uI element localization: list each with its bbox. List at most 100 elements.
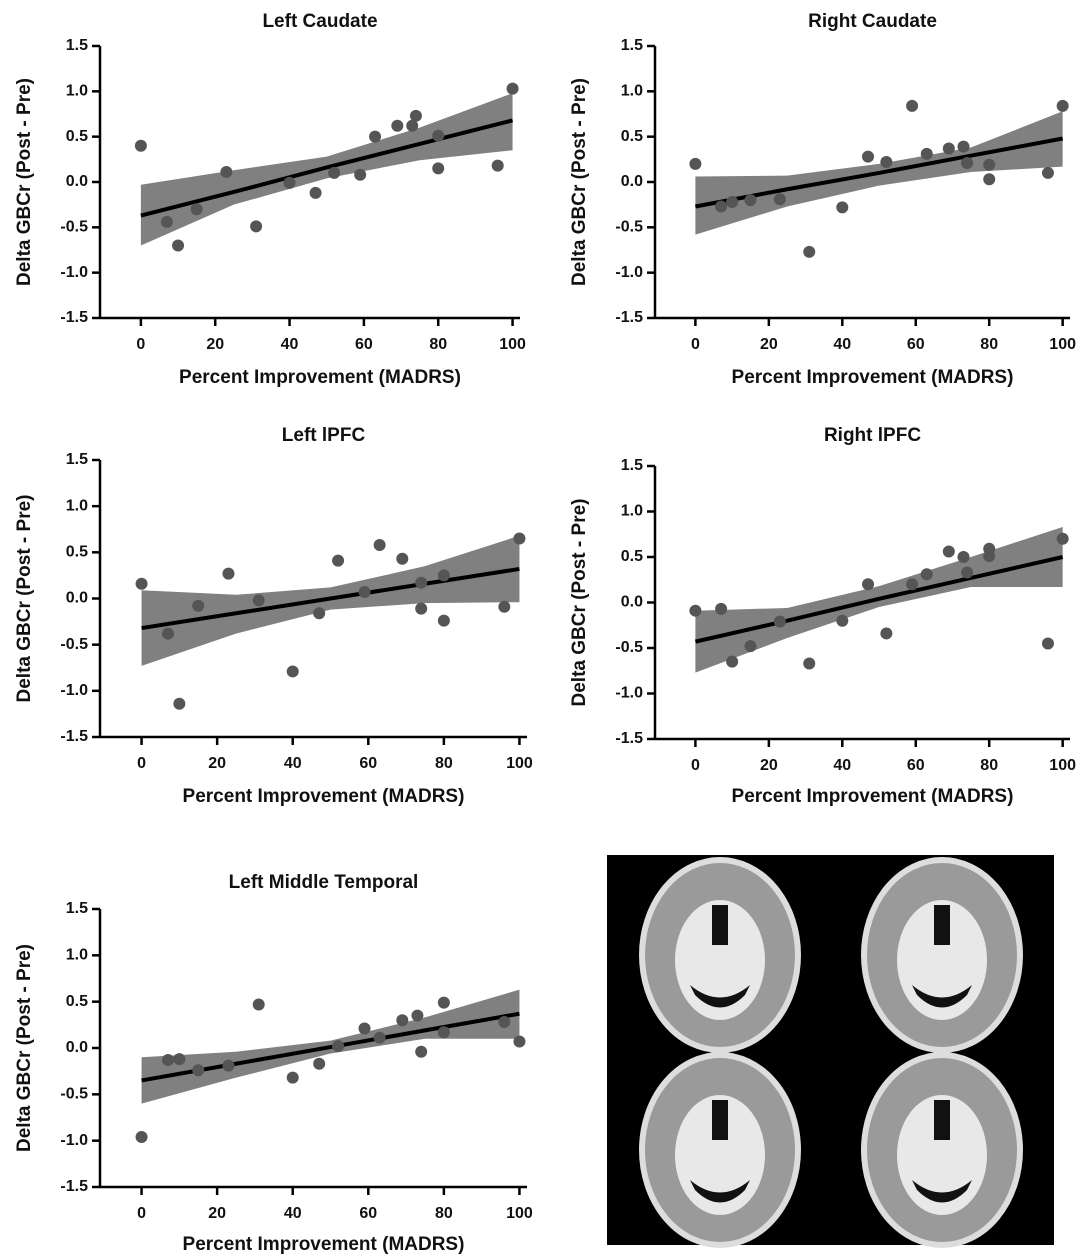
y-tick-label: 1.5 — [66, 900, 88, 917]
x-tick-label: 80 — [980, 757, 998, 774]
chart-title: Left Caudate — [262, 11, 377, 32]
chart-title: Right Caudate — [808, 11, 937, 32]
data-point — [836, 615, 848, 627]
data-point — [253, 998, 265, 1010]
data-point — [161, 216, 173, 228]
y-tick-label: -1.0 — [615, 685, 643, 702]
y-tick-label: 1.0 — [66, 83, 88, 100]
x-tick-label: 20 — [206, 336, 224, 353]
panel: -1.5-1.0-0.50.00.51.01.5020406080100Righ… — [569, 11, 1076, 388]
data-point — [411, 1010, 423, 1022]
y-tick-label: 0.0 — [66, 1039, 88, 1056]
data-point — [396, 553, 408, 565]
data-point — [369, 131, 381, 143]
data-point — [313, 607, 325, 619]
x-tick-label: 60 — [359, 1205, 377, 1222]
x-tick-label: 40 — [833, 336, 851, 353]
data-point — [862, 578, 874, 590]
x-tick-label: 20 — [208, 1205, 226, 1222]
y-tick-label: 1.0 — [621, 83, 643, 100]
brain-image — [607, 855, 1054, 1245]
y-tick-label: -1.0 — [60, 682, 88, 699]
x-tick-label: 20 — [760, 336, 778, 353]
data-point — [438, 615, 450, 627]
data-point — [162, 1054, 174, 1066]
data-point — [287, 665, 299, 677]
data-point — [957, 551, 969, 563]
y-tick-label: 1.5 — [621, 37, 643, 54]
data-point — [744, 194, 756, 206]
data-point — [310, 187, 322, 199]
data-point — [1042, 637, 1054, 649]
y-axis-label: Delta GBCr (Post - Pre) — [569, 78, 590, 286]
data-point — [415, 577, 427, 589]
y-tick-label: -1.5 — [60, 1178, 88, 1195]
y-tick-label: 1.0 — [66, 947, 88, 964]
data-point — [374, 539, 386, 551]
data-point — [192, 1064, 204, 1076]
x-tick-label: 40 — [281, 336, 299, 353]
data-point — [438, 569, 450, 581]
y-axis-label: Delta GBCr (Post - Pre) — [14, 78, 35, 286]
x-tick-label: 0 — [691, 336, 700, 353]
data-point — [432, 162, 444, 174]
chart-title: Left Middle Temporal — [229, 872, 419, 893]
y-tick-label: 0.5 — [66, 993, 88, 1010]
x-axis-label: Percent Improvement (MADRS) — [183, 786, 465, 807]
data-point — [410, 110, 422, 122]
data-point — [438, 1026, 450, 1038]
data-point — [715, 603, 727, 615]
data-point — [136, 578, 148, 590]
y-tick-label: 0.5 — [621, 548, 643, 565]
data-point — [374, 1032, 386, 1044]
data-point — [774, 193, 786, 205]
data-point — [906, 100, 918, 112]
data-point — [1042, 167, 1054, 179]
data-point — [136, 1131, 148, 1143]
x-tick-label: 0 — [136, 336, 145, 353]
data-point — [983, 159, 995, 171]
data-point — [507, 83, 519, 95]
y-tick-label: 0.5 — [621, 128, 643, 145]
data-point — [513, 1036, 525, 1048]
y-tick-label: -1.0 — [60, 264, 88, 281]
x-tick-label: 60 — [359, 755, 377, 772]
data-point — [921, 568, 933, 580]
y-tick-label: 1.0 — [621, 503, 643, 520]
y-tick-label: -1.0 — [60, 1132, 88, 1149]
data-point — [957, 141, 969, 153]
y-tick-label: 0.0 — [66, 590, 88, 607]
chart-title: Left lPFC — [282, 425, 366, 446]
x-tick-label: 100 — [1049, 336, 1076, 353]
fit-line — [141, 120, 513, 215]
data-point — [313, 1058, 325, 1070]
data-point — [803, 657, 815, 669]
y-tick-label: 1.0 — [66, 497, 88, 514]
data-point — [332, 555, 344, 567]
data-point — [726, 196, 738, 208]
panel: -1.5-1.0-0.50.00.51.01.5020406080100Righ… — [569, 425, 1076, 807]
x-tick-label: 0 — [137, 755, 146, 772]
data-point — [1057, 533, 1069, 545]
data-point — [836, 201, 848, 213]
x-tick-label: 80 — [435, 1205, 453, 1222]
x-tick-label: 100 — [506, 1205, 533, 1222]
data-point — [172, 239, 184, 251]
data-point — [689, 605, 701, 617]
x-tick-label: 40 — [833, 757, 851, 774]
data-point — [880, 156, 892, 168]
data-point — [492, 160, 504, 172]
data-point — [162, 628, 174, 640]
data-point — [862, 151, 874, 163]
data-point — [906, 578, 918, 590]
y-tick-label: 0.0 — [621, 594, 643, 611]
y-tick-label: 1.5 — [66, 37, 88, 54]
data-point — [391, 120, 403, 132]
y-tick-label: 0.5 — [66, 128, 88, 145]
data-point — [354, 169, 366, 181]
fit-line — [695, 557, 1062, 642]
data-point — [328, 167, 340, 179]
